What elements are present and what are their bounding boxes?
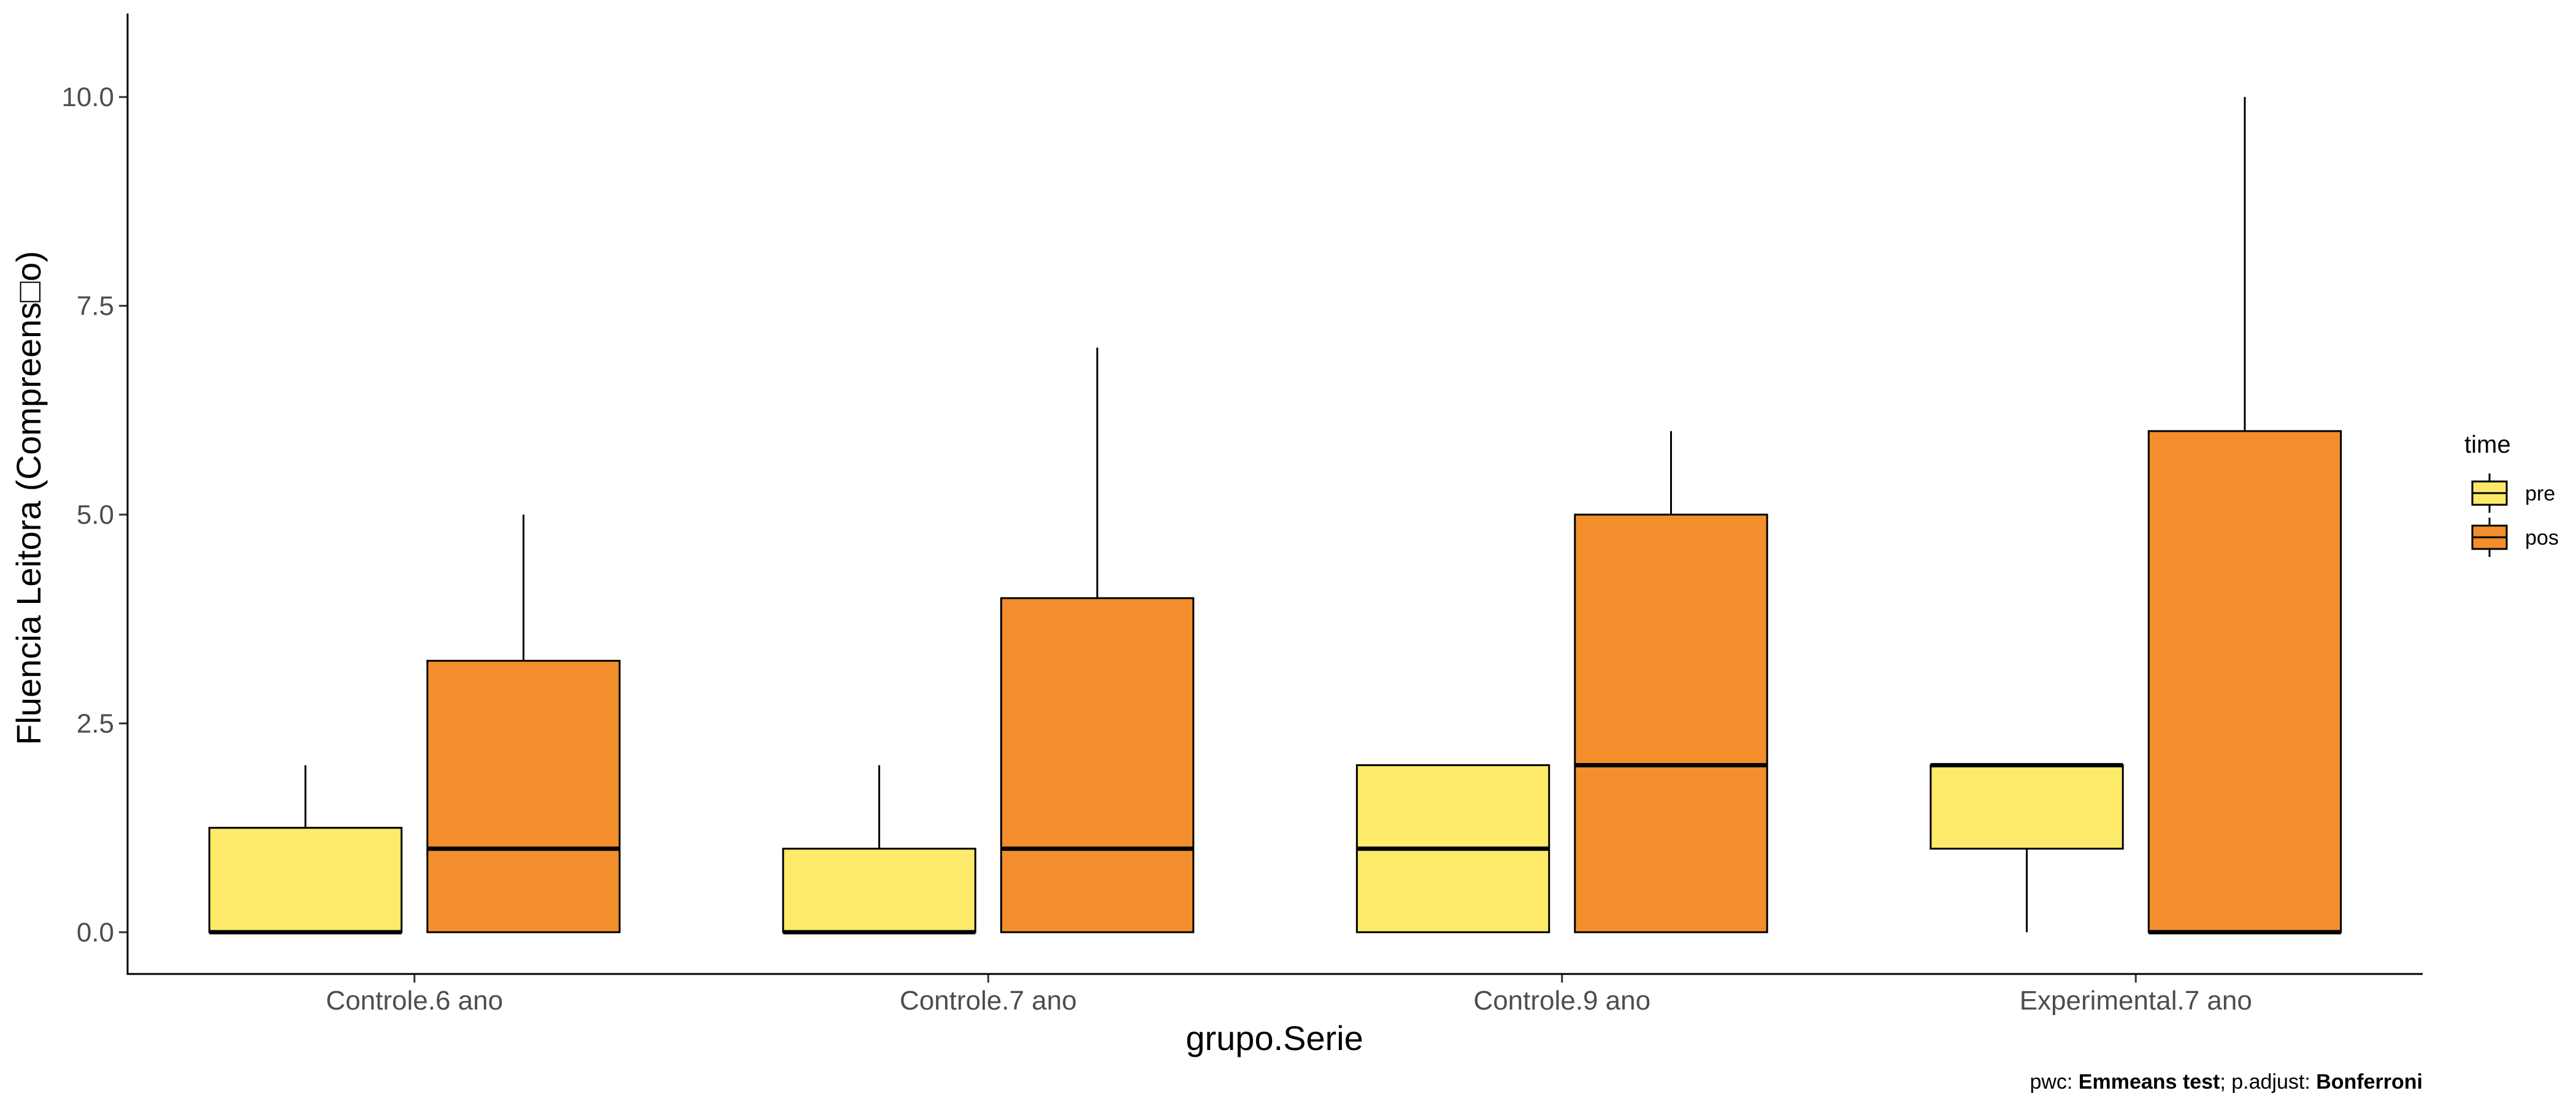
- x-tick-label: Experimental.7 ano: [2020, 986, 2252, 1016]
- legend-title: time: [2464, 431, 2511, 458]
- legend: time pre pos: [2464, 431, 2559, 557]
- y-tick-label: 7.5: [77, 291, 114, 321]
- y-tick-label: 2.5: [77, 708, 114, 738]
- x-tick-label: Controle.7 ano: [900, 986, 1077, 1016]
- caption-middle: ; p.adjust:: [2220, 1070, 2316, 1094]
- box-body: [426, 659, 621, 933]
- legend-label: pos: [2525, 526, 2559, 550]
- box-pre-controle-7-ano: [782, 765, 976, 935]
- legend-item-pos: pos: [2471, 518, 2559, 557]
- caption: pwc: Emmeans test; p.adjust: Bonferroni: [2030, 1070, 2423, 1094]
- box-body: [1000, 597, 1195, 933]
- x-axis-title: grupo.Serie: [1186, 1019, 1363, 1057]
- y-tick-label: 10.0: [61, 82, 114, 112]
- box-body: [208, 827, 403, 933]
- box-body: [2147, 430, 2342, 933]
- box-pre-experimental-7-ano: [1930, 763, 2124, 932]
- legend-entries: pre pos: [2471, 473, 2559, 557]
- x-tick-label: Controle.6 ano: [326, 986, 503, 1016]
- box-pos-controle-6-ano: [426, 515, 621, 933]
- x-ticks: Controle.6 ano Controle.7 ano Controle.9 a…: [326, 974, 2252, 1016]
- box-body: [782, 848, 976, 933]
- caption-method: Emmeans test: [2079, 1070, 2220, 1094]
- box-pos-experimental-7-ano: [2147, 97, 2342, 935]
- caption-prefix: pwc:: [2030, 1070, 2078, 1094]
- y-tick-label: 0.0: [77, 918, 114, 948]
- y-ticks: 0.0 2.5 5.0 7.5 10.0: [61, 82, 128, 948]
- box-pre-controle-6-ano: [208, 765, 403, 935]
- caption-adjust: Bonferroni: [2316, 1070, 2423, 1094]
- y-tick-label: 5.0: [77, 500, 114, 530]
- legend-item-pre: pre: [2471, 473, 2555, 513]
- box-pre-controle-9-ano: [1355, 764, 1551, 933]
- box-pos-controle-7-ano: [1000, 347, 1195, 933]
- x-tick-label: Controle.9 ano: [1473, 986, 1650, 1016]
- boxes-layer: [208, 97, 2342, 935]
- legend-label: pre: [2525, 482, 2555, 505]
- box-body: [1574, 513, 1768, 933]
- y-axis-title: Fluencia Leitora (Compreens□o): [9, 251, 48, 745]
- box-pos-controle-9-ano: [1574, 431, 1768, 933]
- box-body: [1930, 764, 2124, 850]
